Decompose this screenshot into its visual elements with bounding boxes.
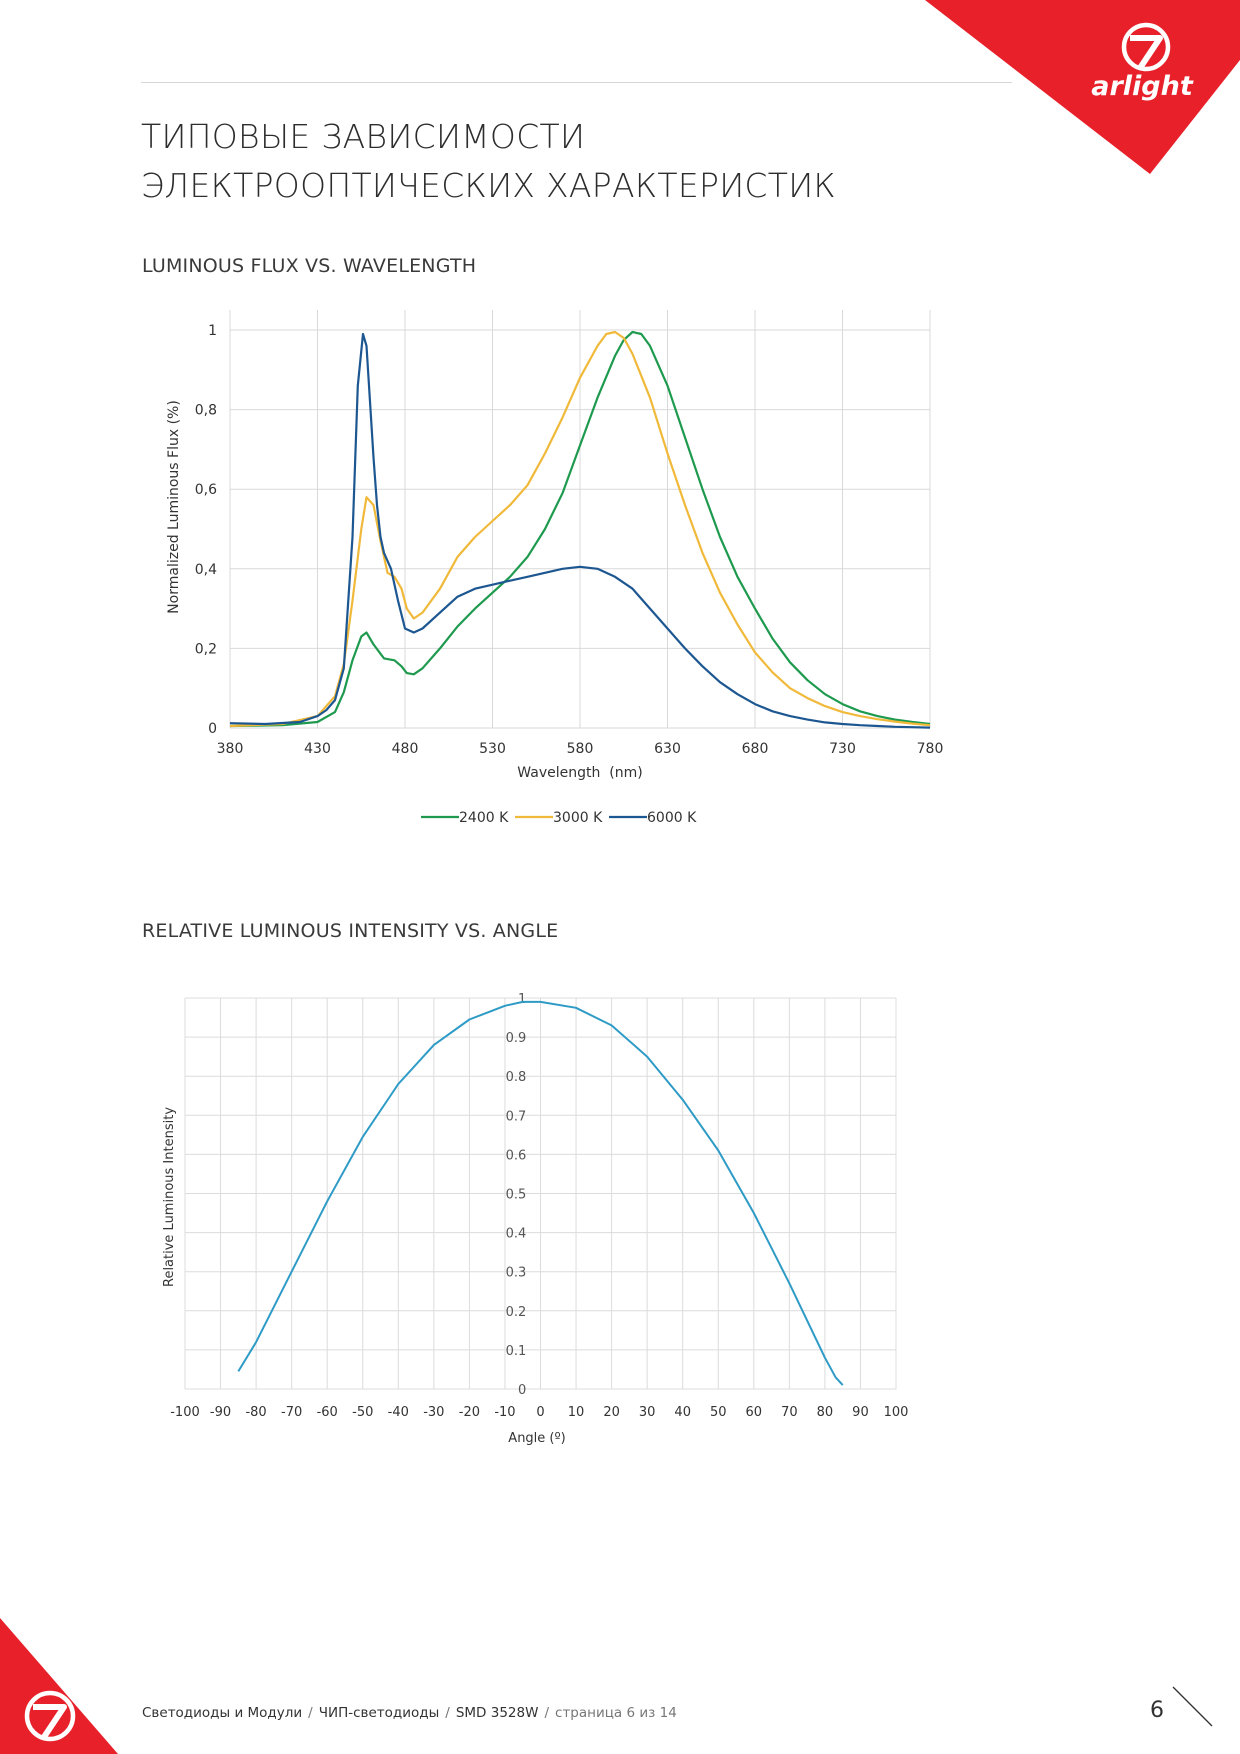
- chart2-ytick-label: 0.8: [506, 1070, 527, 1085]
- chart2-xtick-label: -90: [210, 1405, 231, 1420]
- chart2-series-line: [237, 1000, 844, 1386]
- brand-logo-text: arlight: [1091, 71, 1194, 102]
- chart1-series-line: [229, 332, 931, 729]
- brand-corner-bottom: [0, 1618, 118, 1754]
- chart2-grid: [184, 997, 897, 1390]
- chart1-xtick-label: 430: [304, 741, 331, 757]
- chart1-legend-label: 2400 K: [459, 810, 509, 826]
- chart1-ylabel: Normalized Luminous Flux (%): [166, 400, 182, 614]
- chart2-ytick-label: 0.1: [506, 1344, 527, 1359]
- chart2-xtick-label: 60: [746, 1405, 763, 1420]
- page-corner-slash-icon: [1172, 1686, 1213, 1727]
- chart2-xtick-label: -10: [494, 1405, 515, 1420]
- chart2-ytick-label: 0: [518, 1383, 526, 1398]
- chart2-xtick-label: 40: [674, 1405, 691, 1420]
- chart2-lines: [237, 1000, 844, 1386]
- page-title: ТИПОВЫЕ ЗАВИСИМОСТИ ЭЛЕКТРООПТИЧЕСКИХ ХА…: [141, 112, 836, 210]
- chart2-xtick-label: 50: [710, 1405, 727, 1420]
- chart2-ticks: -100 -90 -80 -70 -60 -50 -40 -30 -20 -10 0 10 20 30 40…: [170, 992, 908, 1420]
- chart2-xtick-label: -80: [245, 1405, 266, 1420]
- intensity-angle-chart: -100 -90 -80 -70 -60 -50 -40 -30 -20 -10 0 10 20 30 40…: [162, 992, 908, 1446]
- footer-separator: /: [308, 1705, 313, 1721]
- chart2-ytick-label: 1: [518, 992, 526, 1007]
- header-divider: [141, 82, 1012, 83]
- chart1-ytick-label: 0: [208, 721, 217, 737]
- footer-page-text: страница 6 из 14: [555, 1705, 677, 1721]
- chart2-xlabel: Angle (º): [508, 1431, 565, 1446]
- luminous-flux-chart: 380 430 480 530 580 630 680 730 780 0 0,2 0,4 0,6 0,8…: [166, 310, 944, 826]
- chart1-series-line: [229, 330, 931, 728]
- chart2-ytick-label: 0.7: [506, 1109, 527, 1124]
- chart2-ytick-label: 0.3: [506, 1266, 527, 1281]
- chart2-xtick-label: -50: [352, 1405, 373, 1420]
- chart1-ticks: 380 430 480 530 580 630 680 730 780 0 0,2 0,4 0,6 0,8…: [195, 323, 944, 757]
- chart2-xtick-label: 10: [568, 1405, 585, 1420]
- chart1-xtick-label: 630: [654, 741, 681, 757]
- chart1-xtick-label: 780: [917, 741, 944, 757]
- chart2-xtick-label: 80: [817, 1405, 834, 1420]
- chart1-ytick-label: 1: [208, 323, 217, 339]
- chart2-ytick-label: 0.5: [506, 1188, 527, 1203]
- footer-separator: /: [544, 1705, 550, 1721]
- chart2-xtick-label: 70: [781, 1405, 798, 1420]
- chart1-xtick-label: 580: [567, 741, 594, 757]
- chart1-title: LUMINOUS FLUX VS. WAVELENGTH: [142, 255, 477, 277]
- chart1-xtick-label: 380: [217, 741, 244, 757]
- chart1-ytick-label: 0,8: [195, 403, 217, 419]
- chart2-xtick-label: -30: [423, 1405, 444, 1420]
- arlight-logo-icon: [1121, 22, 1171, 72]
- chart1-xlabel: Wavelength (nm): [517, 765, 642, 781]
- chart1-series-line: [229, 330, 931, 728]
- page-title-line2: ЭЛЕКТРООПТИЧЕСКИХ ХАРАКТЕРИСТИК: [141, 166, 836, 205]
- arlight-logo-icon: [24, 1690, 76, 1742]
- chart1-xtick-label: 730: [829, 741, 856, 757]
- chart2-xtick-label: -100: [170, 1405, 200, 1420]
- chart1-legend: 2400 K 3000 K 6000 K: [421, 810, 697, 826]
- chart1-lines: [229, 330, 931, 729]
- chart1-xtick-label: 480: [392, 741, 419, 757]
- chart1-legend-label: 6000 K: [647, 810, 697, 826]
- chart2-xtick-label: -60: [317, 1405, 338, 1420]
- chart2-xtick-label: 90: [852, 1405, 869, 1420]
- chart2-xtick-label: -20: [459, 1405, 480, 1420]
- chart2-xtick-label: -70: [281, 1405, 302, 1420]
- chart1-ytick-label: 0,4: [195, 562, 217, 578]
- chart2-ytick-label: 0.2: [506, 1305, 527, 1320]
- chart1-xtick-label: 680: [742, 741, 769, 757]
- chart1-ytick-label: 0,6: [195, 482, 217, 498]
- chart2-ytick-label: 0.4: [506, 1227, 527, 1242]
- chart1-grid: [229, 310, 931, 729]
- chart2-ytick-label: 0.9: [506, 1031, 527, 1046]
- brand-corner-top: arlight: [925, 0, 1240, 174]
- chart2-ylabel: Relative Luminous Intensity: [162, 1107, 177, 1287]
- chart2-xtick-label: 20: [603, 1405, 620, 1420]
- chart1-legend-label: 3000 K: [553, 810, 603, 826]
- footer-crumb-category[interactable]: Светодиоды и Модули: [142, 1705, 303, 1721]
- footer-crumb-product[interactable]: SMD 3528W: [455, 1705, 539, 1721]
- chart1-ytick-label: 0,2: [195, 641, 217, 657]
- chart1-xtick-label: 530: [479, 741, 506, 757]
- footer-separator: /: [445, 1705, 450, 1721]
- footer-crumb-subcategory[interactable]: ЧИП-светодиоды: [318, 1705, 440, 1721]
- page-number: 6: [1150, 1698, 1164, 1723]
- footer-breadcrumb: Светодиоды и Модули / ЧИП-светодиоды / SMD 3…: [142, 1705, 677, 1721]
- chart2-title: RELATIVE LUMINOUS INTENSITY VS. ANGLE: [142, 920, 559, 942]
- chart2-xtick-label: 0: [536, 1405, 544, 1420]
- chart2-ytick-label: 0.6: [506, 1148, 527, 1163]
- chart2-xtick-label: 30: [639, 1405, 656, 1420]
- chart2-xtick-label: 100: [884, 1405, 909, 1420]
- page-title-line1: ТИПОВЫЕ ЗАВИСИМОСТИ: [141, 117, 586, 156]
- chart2-xtick-label: -40: [388, 1405, 409, 1420]
